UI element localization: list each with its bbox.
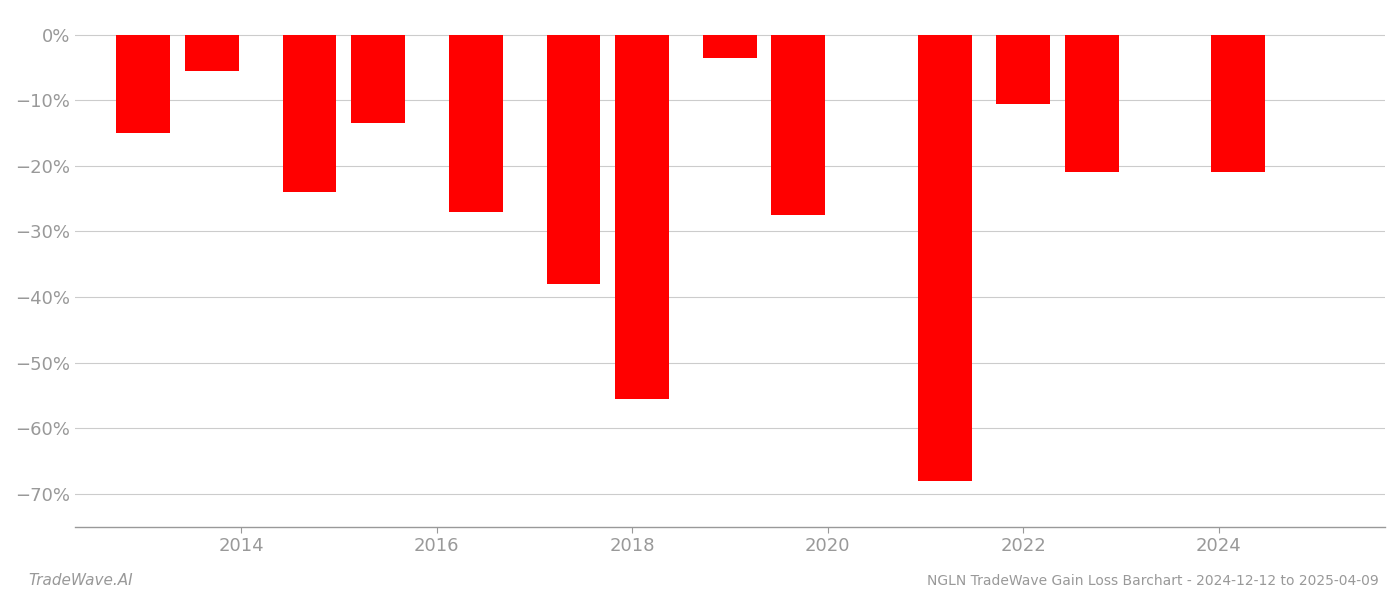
- Text: TradeWave.AI: TradeWave.AI: [28, 573, 133, 588]
- Bar: [449, 35, 503, 212]
- Bar: [771, 35, 825, 215]
- Bar: [546, 35, 601, 284]
- Text: NGLN TradeWave Gain Loss Barchart - 2024-12-12 to 2025-04-09: NGLN TradeWave Gain Loss Barchart - 2024…: [927, 574, 1379, 588]
- Bar: [116, 35, 171, 133]
- Bar: [918, 35, 972, 481]
- Bar: [703, 35, 757, 58]
- Bar: [1065, 35, 1119, 172]
- Bar: [1211, 35, 1266, 172]
- Bar: [615, 35, 669, 398]
- Bar: [185, 35, 238, 71]
- Bar: [283, 35, 336, 192]
- Bar: [997, 35, 1050, 104]
- Bar: [351, 35, 405, 123]
